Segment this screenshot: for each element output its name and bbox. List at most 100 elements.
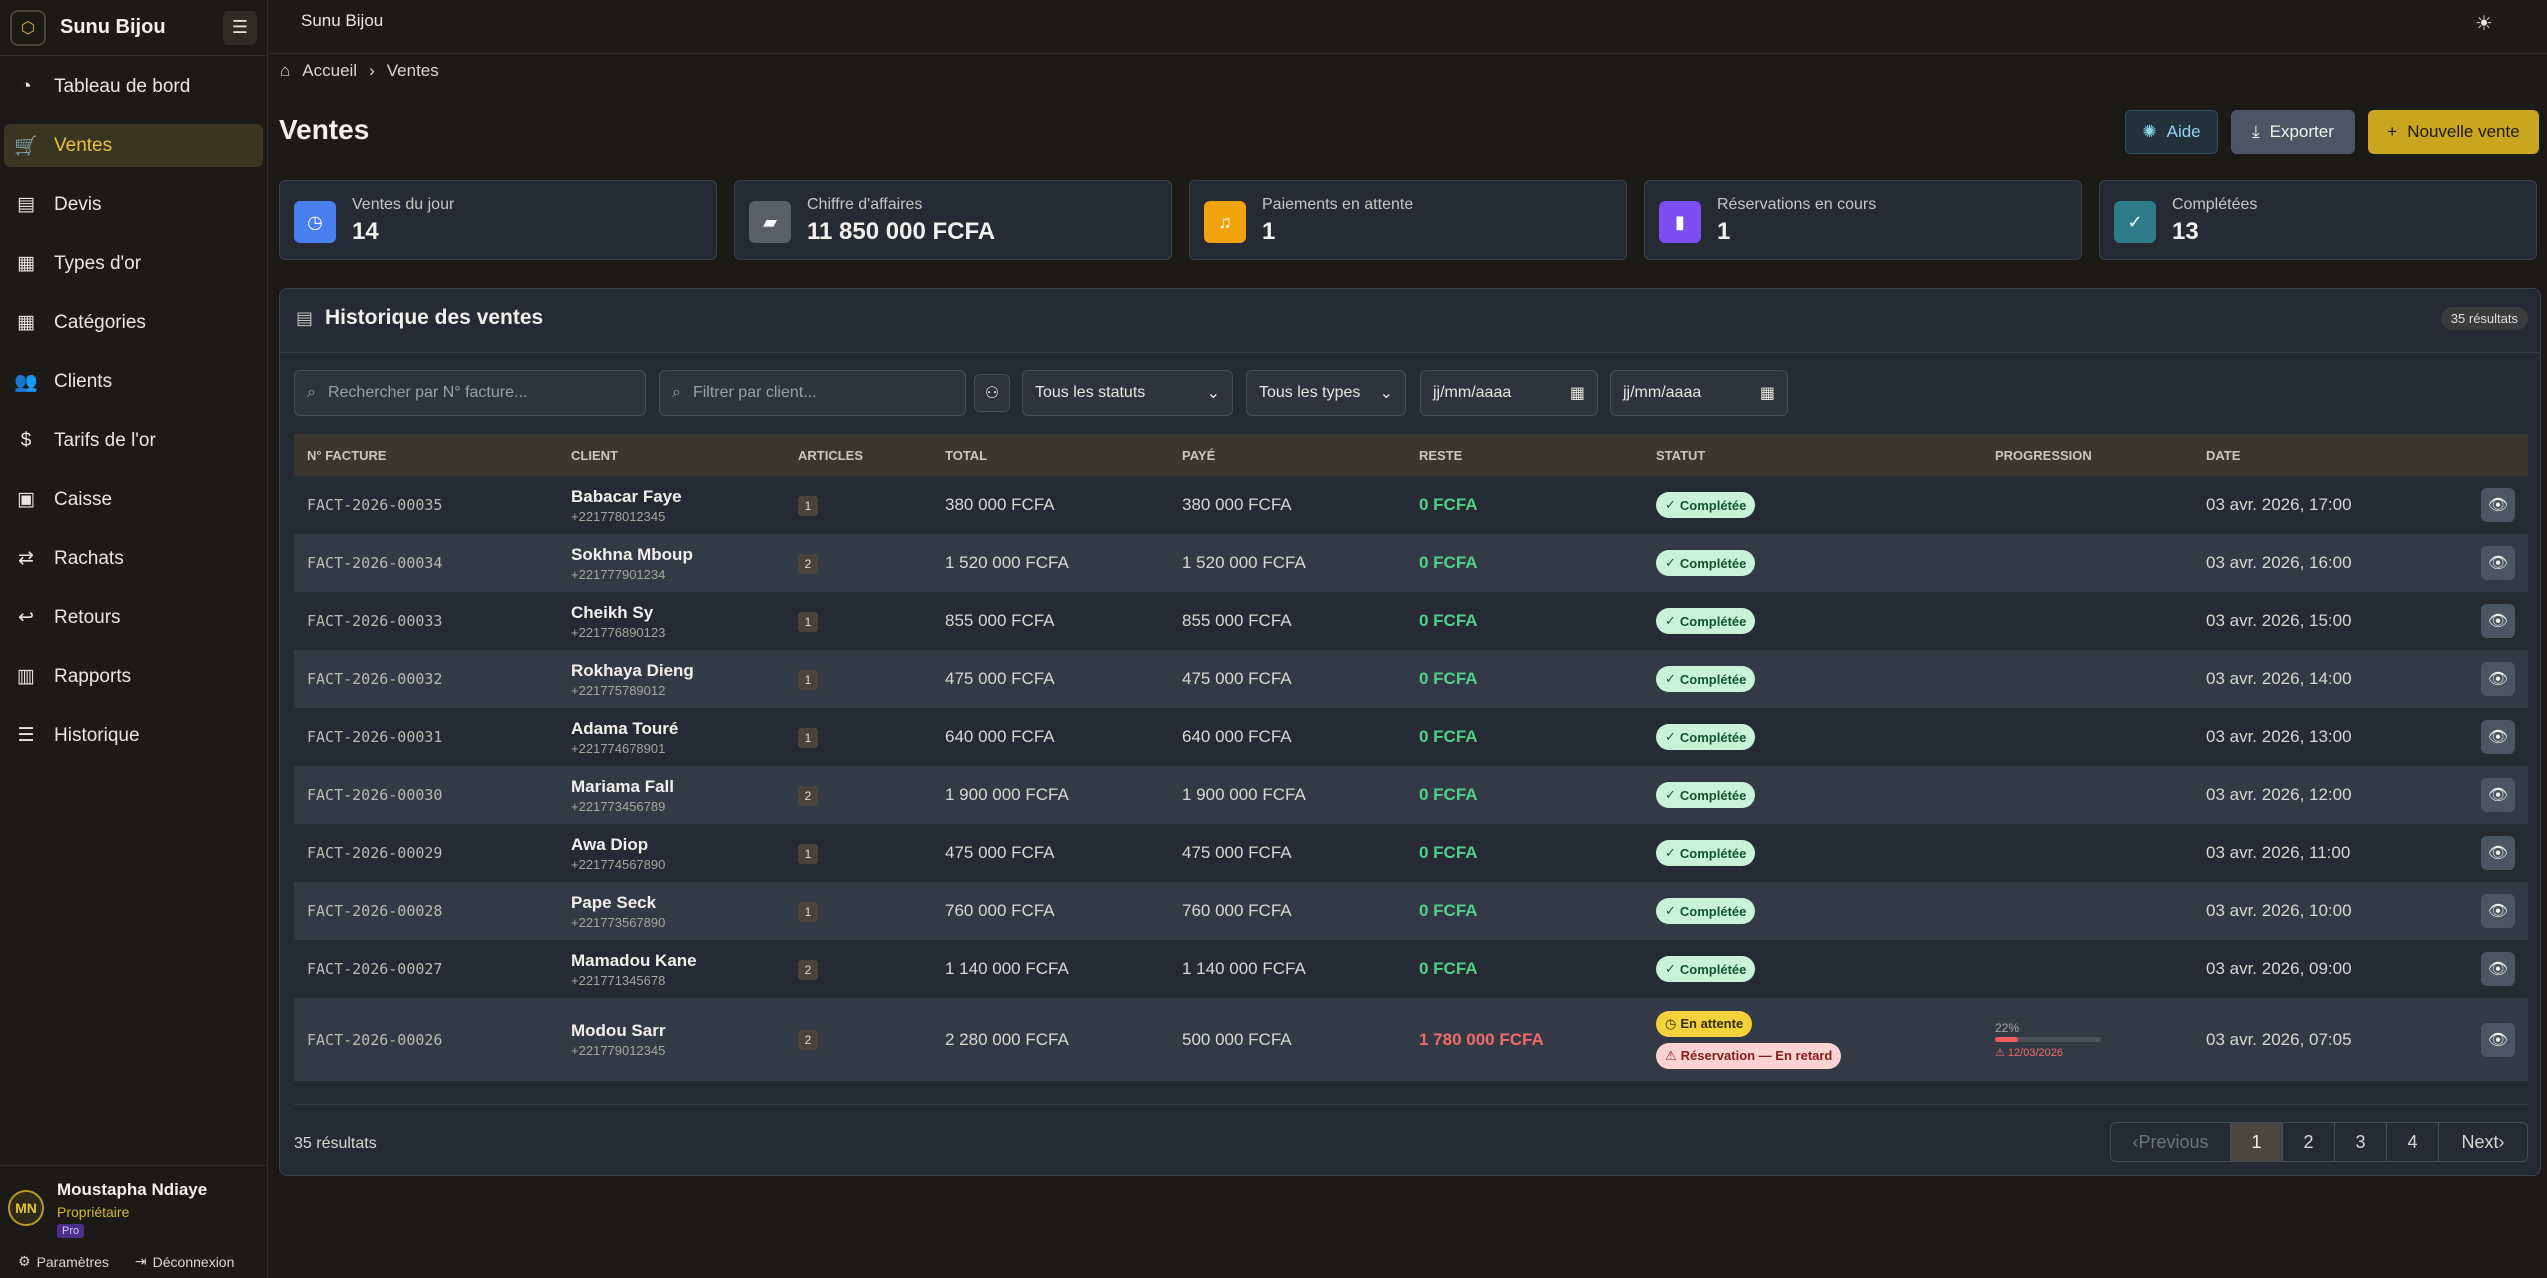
logout-link[interactable]: ⇥ Déconnexion [135, 1253, 234, 1270]
eye-icon[interactable]: 👁 [2481, 488, 2515, 522]
stat-value: 1 [1717, 218, 1731, 245]
articles-cell: 2 [785, 940, 932, 998]
eye-icon[interactable]: 👁 [2481, 720, 2515, 754]
sidebar-item-retours[interactable]: ↩ Retours [4, 596, 263, 639]
export-button[interactable]: ⤓ Exporter [2231, 110, 2355, 154]
page-actions: ✺ Aide ⤓ Exporter + Nouvelle vente [2125, 110, 2539, 154]
eye-icon[interactable]: 👁 [2481, 952, 2515, 986]
check-icon: ✓ [1665, 729, 1676, 744]
panel-footer: 35 résultats ‹ Previous 1 2 3 4 Next › [294, 1104, 2528, 1176]
pagination-previous[interactable]: ‹ Previous [2111, 1123, 2231, 1161]
table-row[interactable]: FACT-2026-00035 Babacar Faye +221778012345… [294, 476, 2528, 534]
articles-count-badge: 1 [798, 901, 818, 922]
progress-bar [1995, 1036, 2101, 1042]
column-header[interactable]: CLIENT [571, 447, 618, 463]
status-cell: ✓ Complétée [1643, 882, 1982, 940]
eye-icon[interactable]: 👁 [2481, 778, 2515, 812]
table-row[interactable]: FACT-2026-00027 Mamadou Kane +221771345678… [294, 940, 2528, 998]
column-header[interactable]: STATUT [1656, 447, 1706, 463]
column-header[interactable]: TOTAL [945, 447, 988, 463]
column-header[interactable]: ARTICLES [798, 447, 863, 463]
help-button[interactable]: ✺ Aide [2125, 110, 2218, 154]
status-select[interactable]: Tous les statuts ⌄ [1022, 370, 1233, 416]
sun-icon[interactable]: ☀ [2475, 12, 2493, 35]
table-row[interactable]: FACT-2026-00033 Cheikh Sy +221776890123 1 85… [294, 592, 2528, 650]
table-row[interactable]: FACT-2026-00032 Rokhaya Dieng +22177578901… [294, 650, 2528, 708]
sidebar-item-ventes[interactable]: 🛒 Ventes [4, 124, 263, 167]
sidebar-item-historique[interactable]: ☰ Historique [4, 714, 263, 757]
chevron-down-icon: ⌄ [1206, 385, 1220, 402]
table-row[interactable]: FACT-2026-00026 Modou Sarr +221779012345 2 2… [294, 998, 2528, 1081]
sidebar-item-tarifs-de-l-or[interactable]: $ Tarifs de l'or [4, 419, 263, 462]
breadcrumb-home[interactable]: Accueil [302, 61, 358, 80]
eye-icon[interactable]: 👁 [2481, 546, 2515, 580]
status-label: Complétée [1679, 903, 1747, 919]
pagination-next[interactable]: Next › [2439, 1123, 2527, 1161]
sidebar-item-rachats[interactable]: ⇄ Rachats [4, 537, 263, 580]
column-header[interactable]: DATE [2206, 447, 2241, 463]
articles-count-badge: 2 [798, 1030, 818, 1050]
remaining-amount: 0 FCFA [1419, 843, 1478, 862]
client-phone: +221771345678 [571, 972, 666, 988]
client-name: Mariama Fall [571, 776, 674, 796]
actions-cell: 👁 [2468, 592, 2528, 650]
client-phone: +221779012345 [571, 1043, 666, 1058]
check-icon: ✓ [1665, 787, 1676, 802]
sidebar-item-clients[interactable]: 👥 Clients [4, 360, 263, 403]
client-filter-input[interactable]: ⌕ Filtrer par client... [659, 370, 966, 416]
hamburger-menu-icon[interactable]: ☰ [223, 10, 257, 45]
table-row[interactable]: FACT-2026-00031 Adama Touré +221774678901 1… [294, 708, 2528, 766]
invoice-number: FACT-2026-00028 [307, 902, 443, 920]
stat-card: ▰ Chiffre d'affaires 11 850 000 FCFA [734, 180, 1172, 260]
column-header[interactable]: N° FACTURE [307, 447, 387, 463]
column-header[interactable]: PROGRESSION [1995, 447, 2092, 463]
table-row[interactable]: FACT-2026-00034 Sokhna Mboup +221777901234… [294, 534, 2528, 592]
type-select[interactable]: Tous les types ⌄ [1246, 370, 1406, 416]
add-client-filter-button[interactable]: ⚇ [974, 374, 1010, 412]
sidebar-item-tableau-de-bord[interactable]: ◔ Tableau de bord [4, 65, 263, 108]
user-panel: MN Moustapha Ndiaye Propriétaire Pro ⚙ Pa… [0, 1165, 268, 1278]
column-header[interactable]: RESTE [1419, 447, 1463, 463]
progress-cell [1982, 940, 2193, 998]
invoice-number: FACT-2026-00030 [307, 786, 443, 804]
pagination-page[interactable]: 2 [2283, 1123, 2335, 1161]
eye-icon[interactable]: 👁 [2481, 894, 2515, 928]
pagination-page[interactable]: 3 [2335, 1123, 2387, 1161]
invoice-search-input[interactable]: ⌕ Rechercher par N° facture... [294, 370, 646, 416]
invoice-number: FACT-2026-00034 [307, 554, 443, 572]
avatar[interactable]: MN [8, 1190, 44, 1226]
sidebar-item-categories[interactable]: ▦ Catégories [4, 301, 263, 344]
eye-icon[interactable]: 👁 [2481, 1022, 2515, 1057]
articles-count-badge: 1 [798, 611, 818, 632]
check-circle-icon: ✓ [2114, 201, 2156, 243]
pie-chart-icon: ◔ [20, 75, 32, 97]
articles-cell: 1 [785, 708, 932, 766]
sidebar-item-types-d-or[interactable]: ▦ Types d'or [4, 242, 263, 285]
table-row[interactable]: FACT-2026-00028 Pape Seck +221773567890 1 76… [294, 882, 2528, 940]
panel-header: ▤ Historique des ventes 35 résultats [280, 289, 2540, 353]
pagination-page[interactable]: 4 [2387, 1123, 2439, 1161]
date-from-input[interactable]: jj/mm/aaaa ▦ [1420, 370, 1598, 416]
eye-icon[interactable]: 👁 [2481, 604, 2515, 638]
eye-icon[interactable]: 👁 [2481, 836, 2515, 870]
sidebar-item-rapports[interactable]: ▥ Rapports [4, 655, 263, 698]
reservation-late-badge: ⚠ Réservation — En retard [1656, 1042, 1842, 1069]
sidebar-item-caisse[interactable]: ▣ Caisse [4, 478, 263, 521]
paid-amount: 1 900 000 FCFA [1182, 785, 1306, 804]
actions-cell: 👁 [2468, 650, 2528, 708]
new-sale-button[interactable]: + Nouvelle vente [2368, 110, 2539, 154]
total-amount: 760 000 FCFA [945, 901, 1055, 920]
date-to-input[interactable]: jj/mm/aaaa ▦ [1610, 370, 1788, 416]
table-row[interactable]: FACT-2026-00030 Mariama Fall +221773456789… [294, 766, 2528, 824]
table-row[interactable]: FACT-2026-00029 Awa Diop +221774567890 1 475… [294, 824, 2528, 882]
eye-icon[interactable]: 👁 [2481, 662, 2515, 696]
settings-link[interactable]: ⚙ Paramètres [18, 1253, 109, 1270]
column-header[interactable]: PAYÉ [1182, 447, 1216, 463]
paid-amount: 1 520 000 FCFA [1182, 553, 1306, 572]
pagination-page[interactable]: 1 [2231, 1123, 2283, 1161]
articles-cell: 1 [785, 824, 932, 882]
sidebar-item-devis[interactable]: ▤ Devis [4, 183, 263, 226]
client-phone: +221773567890 [571, 914, 666, 930]
progress-cell [1982, 534, 2193, 592]
stat-value: 14 [352, 218, 379, 245]
